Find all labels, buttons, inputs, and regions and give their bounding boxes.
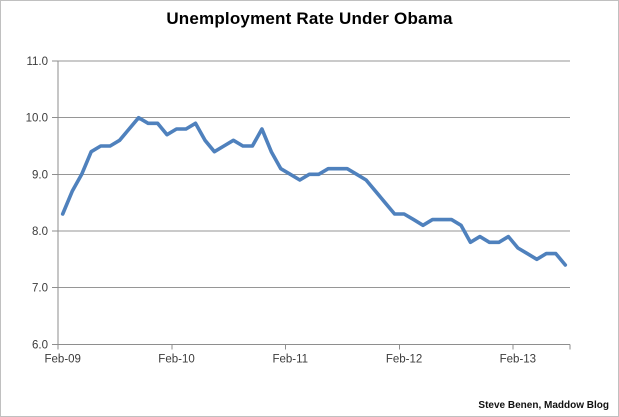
attribution-credit: Steve Benen, Maddow Blog [478, 400, 609, 411]
chart-title: Unemployment Rate Under Obama [166, 9, 453, 28]
y-axis-label: 9.0 [32, 169, 48, 181]
y-axis-label: 11.0 [26, 56, 48, 68]
x-axis-label: Feb-10 [158, 353, 194, 365]
unemployment-rate-line [60, 115, 568, 267]
y-axis-label: 10.0 [26, 113, 48, 125]
x-axis-label: Feb-13 [500, 353, 536, 365]
x-axis-label: Feb-12 [386, 353, 422, 365]
y-axis-label: 6.0 [32, 339, 48, 351]
x-axis-label: Feb-09 [45, 353, 81, 365]
y-axis-label: 7.0 [32, 283, 48, 295]
x-axis-label: Feb-11 [272, 353, 308, 365]
y-axis-label: 8.0 [32, 226, 48, 238]
